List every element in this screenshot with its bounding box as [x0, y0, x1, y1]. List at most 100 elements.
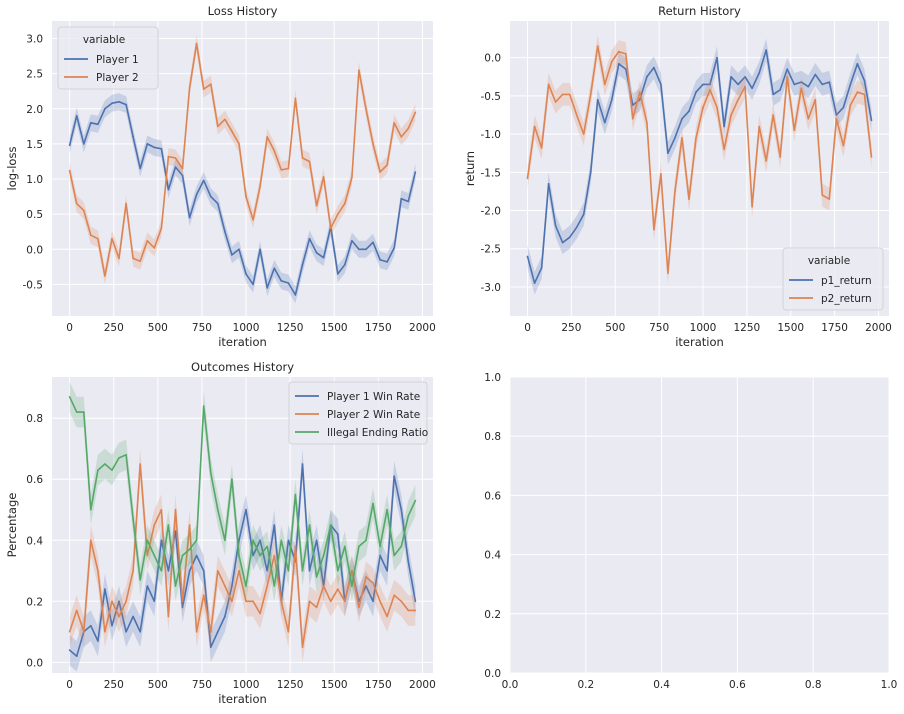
data-point [224, 615, 226, 618]
data-point [224, 539, 226, 542]
data-point [202, 405, 205, 407]
data-point [407, 200, 410, 203]
x-tick-label: 1750 [365, 322, 392, 334]
data-point [716, 106, 718, 109]
x-tick-label: 1000 [233, 679, 260, 691]
y-tick-label: 0.0 [484, 668, 501, 680]
data-point [210, 631, 212, 633]
data-point [358, 545, 360, 548]
legend-frame [288, 381, 428, 445]
data-point [111, 102, 113, 104]
series-band-1 [527, 38, 872, 295]
data-point [167, 524, 170, 526]
data-point [160, 227, 163, 229]
data-point [575, 226, 578, 229]
data-point [259, 185, 261, 187]
data-point [273, 585, 276, 587]
data-point [386, 164, 388, 166]
data-point [252, 600, 254, 603]
data-point [786, 76, 788, 78]
data-point [337, 570, 339, 572]
data-point [842, 106, 845, 109]
data-point [217, 508, 219, 511]
data-point [344, 263, 346, 266]
data-point [772, 93, 774, 96]
data-point [132, 136, 134, 138]
y-axis-label: return [463, 151, 477, 186]
data-point [139, 579, 141, 581]
data-point [125, 454, 127, 456]
data-point [337, 213, 339, 215]
data-point [800, 87, 803, 90]
data-point [75, 411, 78, 413]
x-tick-label: 750 [192, 679, 212, 691]
plot-area [510, 377, 889, 673]
data-point [252, 219, 254, 221]
data-point [709, 83, 711, 86]
data-point [195, 193, 198, 196]
series-line-3 [68, 396, 417, 587]
data-point [807, 85, 810, 88]
data-point [372, 582, 374, 584]
data-point [828, 198, 831, 200]
data-point [674, 137, 676, 139]
data-point [266, 585, 269, 587]
legend-label: Player 1 [96, 54, 139, 66]
x-tick-label: 1.0 [881, 679, 898, 691]
y-tick-label: 2.5 [26, 69, 43, 81]
data-point [702, 83, 704, 86]
data-point [372, 241, 374, 244]
data-point [744, 76, 746, 78]
data-point [104, 463, 106, 465]
data-point [358, 69, 360, 71]
data-point [372, 600, 374, 603]
data-point [765, 49, 767, 51]
data-point [393, 247, 396, 249]
data-point [273, 150, 276, 152]
data-point [217, 125, 219, 128]
data-point [181, 606, 184, 609]
data-point [639, 98, 641, 101]
data-point [294, 493, 297, 496]
legend-frame [782, 247, 884, 311]
data-point [217, 631, 219, 633]
legend-title: variable [808, 255, 850, 267]
data-point [132, 570, 134, 572]
series-band-2 [69, 35, 416, 285]
data-point [245, 195, 247, 198]
x-tick-label: 1000 [690, 322, 717, 334]
data-point [681, 118, 683, 120]
x-tick-label: 0.0 [502, 679, 519, 691]
data-point [344, 600, 346, 603]
data-point [273, 524, 276, 526]
y-tick-label: 0.0 [26, 657, 43, 669]
data-point [238, 554, 240, 557]
data-point [702, 106, 704, 109]
data-point [287, 167, 290, 170]
data-point [379, 600, 381, 603]
data-point [533, 125, 536, 128]
y-tick-label: 0.0 [484, 53, 501, 65]
data-point [554, 225, 557, 227]
data-point [301, 463, 304, 465]
data-point [386, 508, 388, 511]
data-point [111, 600, 113, 603]
data-point [358, 248, 360, 251]
data-point [174, 157, 177, 159]
data-point [75, 609, 78, 612]
data-point [287, 282, 290, 284]
y-tick-label: 0.2 [484, 609, 501, 621]
data-point [153, 247, 156, 249]
series-line-1 [68, 101, 417, 296]
data-point [751, 205, 753, 208]
series-line-2 [68, 42, 417, 277]
data-point [618, 63, 620, 65]
data-point [139, 167, 141, 170]
data-point [365, 248, 367, 251]
data-point [308, 237, 311, 240]
y-tick-label: 1.0 [484, 372, 501, 384]
data-point [280, 280, 283, 282]
data-point [337, 533, 339, 535]
data-point [351, 570, 353, 572]
y-tick-label: 2.0 [26, 104, 43, 116]
